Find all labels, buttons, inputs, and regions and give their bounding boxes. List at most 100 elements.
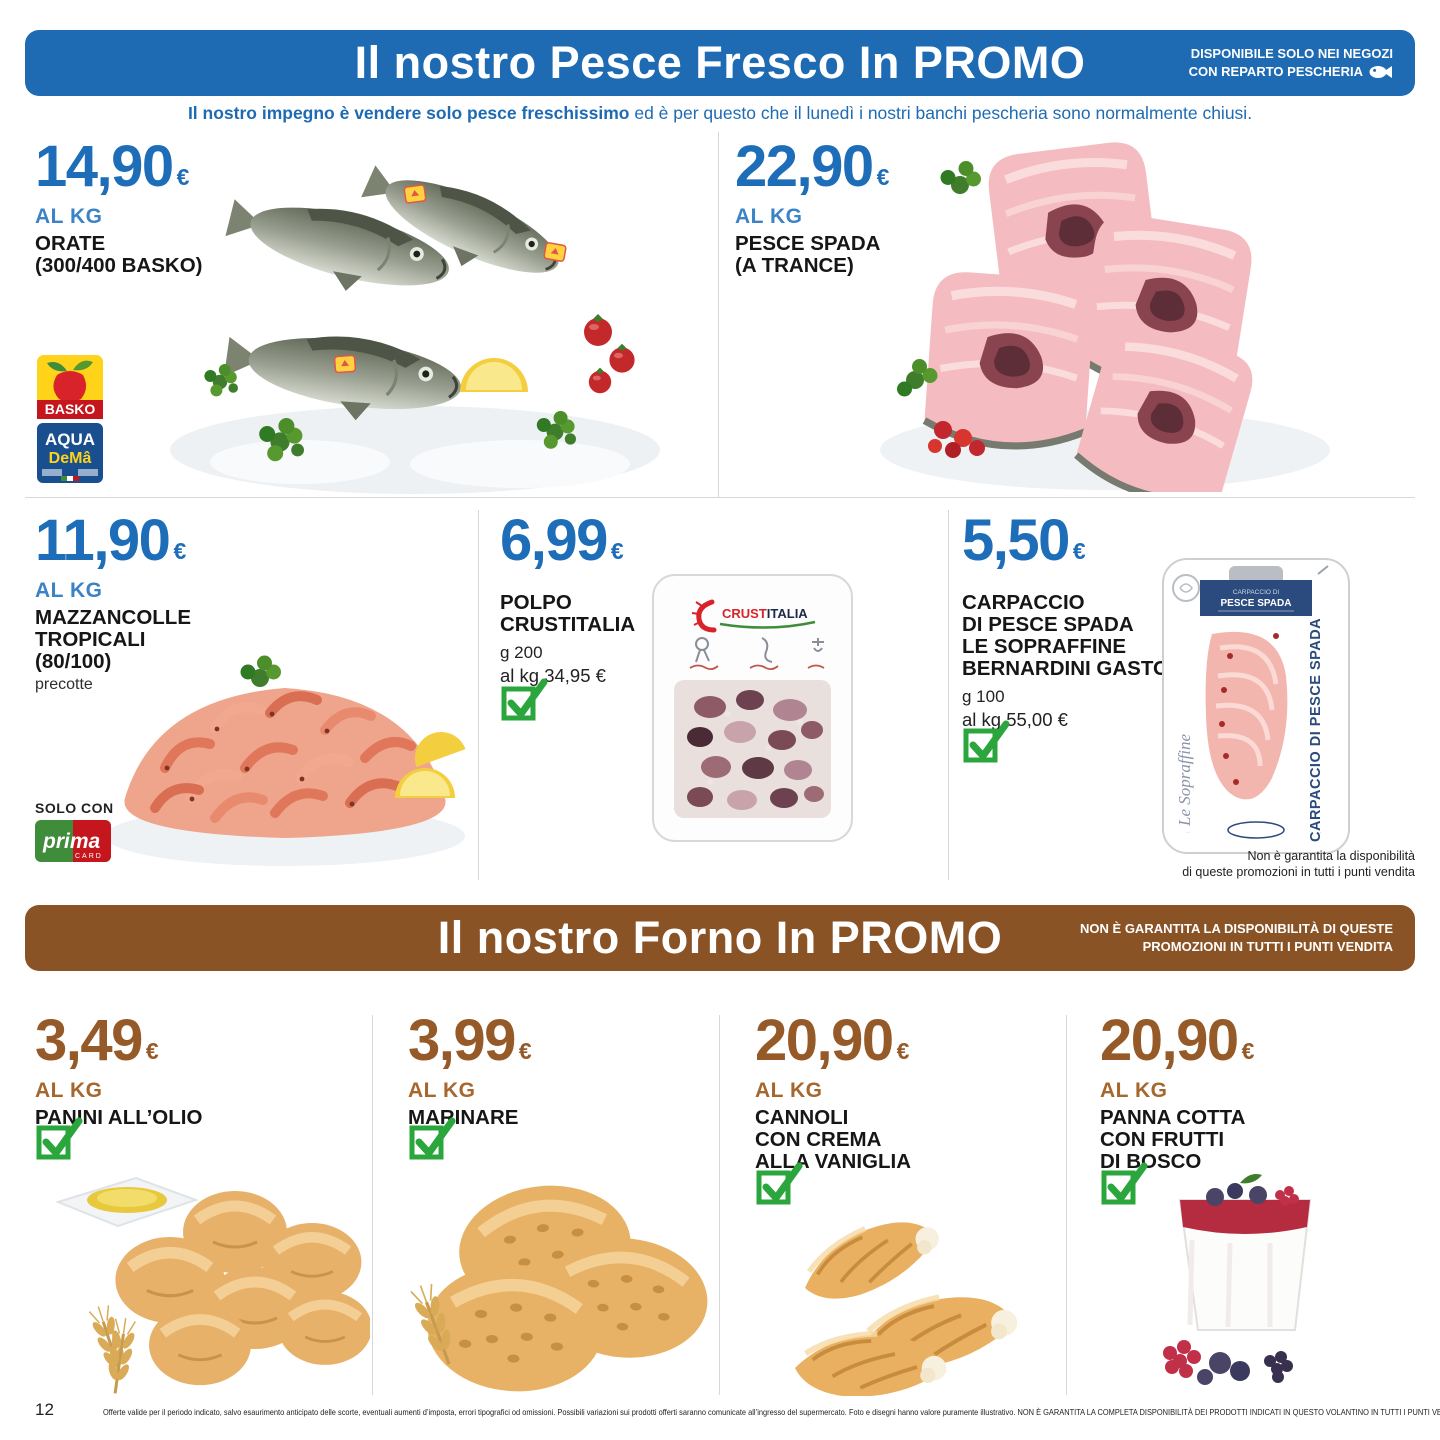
tagline: Il nostro impegno è vendere solo pesce f… bbox=[0, 103, 1440, 124]
roe-cluster bbox=[928, 421, 985, 458]
product-name-line: MAZZANCOLLE bbox=[35, 606, 192, 629]
product-name-line: CANNOLI bbox=[755, 1106, 849, 1129]
product-per-kg: al kg 34,95 € bbox=[500, 665, 606, 686]
check-icon bbox=[36, 1117, 83, 1160]
banner-pesce-note: DISPONIBILE SOLO NEI NEGOZI CON REPARTO … bbox=[1189, 30, 1393, 96]
product-panna-cotta: 20,90 € AL KG PANNA COTTA CON FRUTTI DI … bbox=[1100, 1012, 1400, 1173]
product-name-line: ORATE bbox=[35, 232, 106, 255]
solo-con-label: SOLO CON bbox=[35, 800, 114, 816]
product-per-kg: al kg 55,00 € bbox=[962, 709, 1068, 730]
page-number: 12 bbox=[35, 1400, 54, 1419]
orate-product-image bbox=[170, 150, 660, 494]
aqua-dema-logo: AQUA DeMâ bbox=[37, 423, 103, 483]
product-name-line: (80/100) bbox=[35, 650, 112, 673]
product-marinare: 3,99 € AL KG MARINARE bbox=[408, 1012, 708, 1129]
price-value: 3,99 bbox=[408, 1008, 516, 1073]
price-value: 6,99 bbox=[500, 508, 608, 573]
product-weight: g 100 bbox=[962, 687, 1005, 706]
price-currency: € bbox=[518, 1038, 532, 1064]
price-value: 3,49 bbox=[35, 1008, 143, 1073]
price-value: 22,90 bbox=[735, 134, 874, 199]
check-icon bbox=[756, 1162, 803, 1205]
price-value: 14,90 bbox=[35, 134, 174, 199]
price-carpaccio: 5,50 € bbox=[962, 512, 1292, 570]
unit-label: AL KG bbox=[755, 1079, 823, 1102]
price-marinare: 3,99 € bbox=[408, 1012, 708, 1070]
banner-forno-note-line1: NON È GARANTITA LA DISPONIBILITÀ DI QUES… bbox=[1080, 921, 1393, 937]
price-mazzancolle: 11,90 € bbox=[35, 512, 365, 570]
price-panna-cotta: 20,90 € bbox=[1100, 1012, 1400, 1070]
svg-text:CRUSTITALIA: CRUSTITALIA bbox=[722, 606, 808, 621]
unit-label: AL KG bbox=[35, 205, 103, 228]
price-panini: 3,49 € bbox=[35, 1012, 355, 1070]
sopraffine-script-text: Le Sopraffine bbox=[1175, 733, 1194, 827]
carpaccio-band-big-text: PESCE SPADA bbox=[1221, 598, 1292, 609]
check-icon bbox=[1101, 1162, 1148, 1205]
prima-card-logo: prima CARD bbox=[35, 820, 111, 862]
footer-legal-text: Offerte valide per il periodo indicato, … bbox=[103, 1407, 1440, 1417]
product-panini: 3,49 € AL KG PANINI ALL’OLIO bbox=[35, 1012, 355, 1129]
prima-logo-text: prima bbox=[42, 830, 101, 853]
product-name-line: CON FRUTTI bbox=[1100, 1128, 1225, 1151]
divider-row3-c bbox=[1066, 1015, 1067, 1395]
tagline-bold: Il nostro impegno è vendere solo pesce f… bbox=[187, 103, 630, 123]
aqua-logo-line2: DeMâ bbox=[49, 450, 92, 467]
price-value: 11,90 bbox=[35, 508, 171, 573]
product-name-line: BERNARDINI GASTONE bbox=[962, 657, 1198, 680]
product-note: precotte bbox=[35, 676, 93, 693]
price-value: 5,50 bbox=[962, 508, 1070, 573]
price-currency: € bbox=[876, 164, 890, 190]
banner-forno-note-line2: PROMOZIONI IN TUTTI I PUNTI VENDITA bbox=[1142, 939, 1393, 954]
fish-icon bbox=[1369, 65, 1392, 78]
berries-top bbox=[1206, 1174, 1299, 1206]
price-pesce-spada: 22,90 € bbox=[735, 138, 1065, 196]
svg-text:··: ·· bbox=[1186, 830, 1190, 836]
prima-card-text: CARD bbox=[75, 853, 103, 860]
banner-forno-title: Il nostro Forno In PROMO bbox=[437, 912, 1003, 963]
banner-forno-note: NON È GARANTITA LA DISPONIBILITÀ DI QUES… bbox=[1080, 905, 1393, 971]
product-name-line: CARPACCIO bbox=[962, 591, 1085, 614]
banner-forno: Il nostro Forno In PROMO NON È GARANTITA… bbox=[25, 905, 1415, 971]
price-currency: € bbox=[610, 538, 624, 564]
price-currency: € bbox=[173, 538, 187, 564]
berries-front bbox=[1163, 1340, 1293, 1385]
marinare-product-image bbox=[405, 1178, 715, 1396]
product-name-line: PANINI ALL’OLIO bbox=[35, 1106, 203, 1129]
pesce-spada-product-image bbox=[880, 130, 1330, 492]
fish-disclaimer: Non è garantita la disponibilità di ques… bbox=[995, 848, 1415, 881]
unit-label: AL KG bbox=[1100, 1079, 1168, 1102]
product-name-line: (A TRANCE) bbox=[735, 254, 854, 277]
check-icon bbox=[501, 678, 548, 721]
banner-pesce-note-line1: DISPONIBILE SOLO NEI NEGOZI bbox=[1190, 46, 1393, 62]
unit-label: AL KG bbox=[35, 579, 103, 602]
banner-pesce-title: Il nostro Pesce Fresco In PROMO bbox=[354, 37, 1086, 88]
product-name-line: MARINARE bbox=[408, 1106, 519, 1129]
product-weight: g 200 bbox=[500, 643, 543, 662]
polpo-product-image: CRUSTITALIA bbox=[652, 574, 853, 842]
divider-row2-b bbox=[948, 510, 949, 880]
price-polpo: 6,99 € bbox=[500, 512, 830, 570]
price-value: 20,90 bbox=[1100, 1008, 1239, 1073]
product-carpaccio: 5,50 € CARPACCIO DI PESCE SPADA LE SOPRA… bbox=[962, 512, 1292, 731]
panna-cotta-product-image bbox=[1163, 1174, 1312, 1385]
product-name-line: (300/400 BASKO) bbox=[35, 254, 203, 277]
tagline-rest: ed è per questo che il lunedì i nostri b… bbox=[629, 103, 1253, 123]
check-icon bbox=[409, 1117, 456, 1160]
divider-row3-a bbox=[372, 1015, 373, 1395]
price-cannoli: 20,90 € bbox=[755, 1012, 1055, 1070]
carpaccio-vertical-text: CARPACCIO DI PESCE SPADA bbox=[1308, 618, 1324, 842]
product-name-line: POLPO bbox=[500, 591, 572, 614]
product-name-line: LE SOPRAFFINE bbox=[962, 635, 1127, 658]
svg-text:··: ·· bbox=[1318, 830, 1322, 836]
banner-pesce-fresco: Il nostro Pesce Fresco In PROMO DISPONIB… bbox=[25, 30, 1415, 96]
product-name-line: PESCE SPADA bbox=[735, 232, 881, 255]
fish-disclaimer-line2: di queste promozioni in tutti i punti ve… bbox=[1182, 865, 1415, 880]
price-currency: € bbox=[176, 164, 190, 190]
price-currency: € bbox=[1072, 538, 1086, 564]
product-cannoli: 20,90 € AL KG CANNOLI CON CREMA ALLA VAN… bbox=[755, 1012, 1055, 1173]
banner-pesce-note-line2: CON REPARTO PESCHERIA bbox=[1188, 64, 1363, 79]
check-icon bbox=[963, 720, 1010, 763]
basko-logo: BASKO bbox=[37, 355, 103, 419]
cannoli-product-image bbox=[765, 1198, 1065, 1396]
crustitalia-logo-italia: ITALIA bbox=[767, 606, 809, 621]
